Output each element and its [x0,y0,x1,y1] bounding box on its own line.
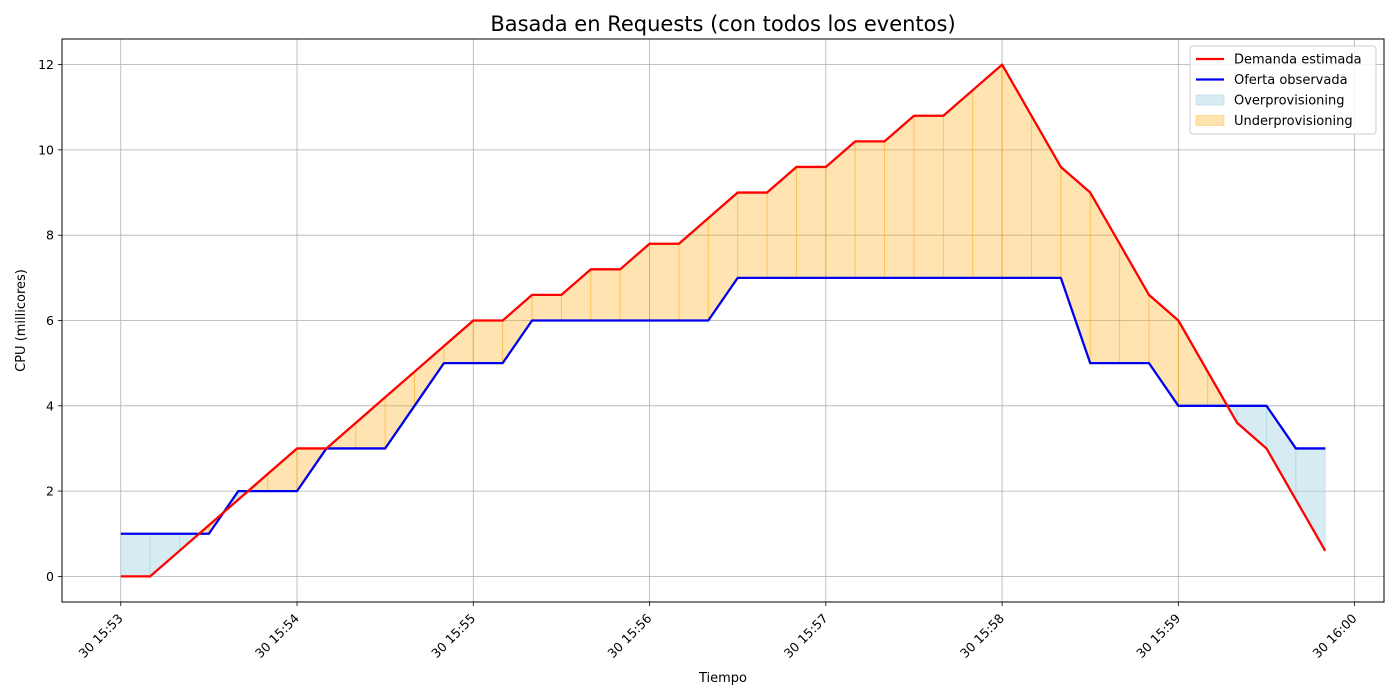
y-tick-label: 2 [46,484,54,499]
chart-title: Basada en Requests (con todos los evento… [490,12,955,36]
underprovisioning-area [649,243,680,321]
series-lines [120,63,1327,578]
underprovisioning-area [972,63,1003,279]
x-axis-title: Tiempo [698,671,747,686]
underprovisioning-area [854,140,886,279]
oferta-observada-line [120,276,1326,535]
y-tick-label: 8 [46,228,54,243]
y-tick-label: 0 [46,569,54,584]
underprovisioning-area [884,114,915,279]
legend-underprovisioning-label: Underprovisioning [1234,114,1353,129]
underprovisioning-area [913,115,944,279]
underprovisioning-area [737,192,768,279]
legend-box [1189,45,1377,135]
underprovisioning-area [590,268,621,321]
y-tick-label: 10 [38,142,54,157]
y-tick-label: 12 [38,57,54,72]
legend-overprovisioning-swatch [1195,94,1225,106]
underprovisioning-area [795,166,827,279]
overprovisioning-area [120,533,151,577]
underprovisioning-area [472,320,504,364]
legend-oferta-label: Oferta observada [1234,73,1348,88]
legend-underprovisioning-swatch [1195,115,1225,126]
legend-demanda-label: Demanda estimada [1234,53,1362,68]
y-axis-title: CPU (millicores) [14,269,29,372]
demanda-estimada-line [120,63,1327,578]
underprovisioning-area [531,294,562,321]
y-tick-label: 6 [46,313,54,328]
legend-overprovisioning-label: Overprovisioning [1234,94,1345,109]
legend: Demanda estimada Oferta observada Overprov… [1189,45,1377,135]
y-tick-label: 4 [46,398,54,413]
underprovisioning-area [942,89,974,279]
